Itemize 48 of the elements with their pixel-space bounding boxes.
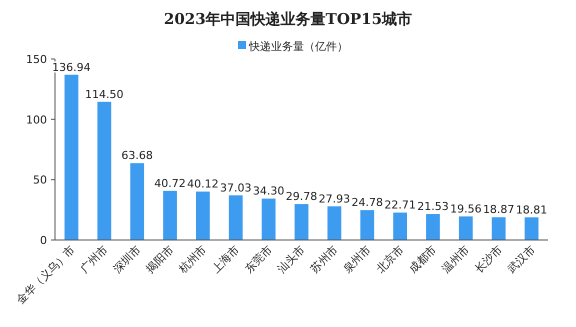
bar xyxy=(196,192,210,240)
bar xyxy=(360,210,374,240)
bar xyxy=(262,198,276,240)
data-label: 63.68 xyxy=(121,149,153,162)
data-label: 18.87 xyxy=(482,203,514,216)
chart-title: 2023年中国快递业务量TOP15城市 xyxy=(164,10,412,28)
bar xyxy=(393,212,407,240)
data-label: 27.93 xyxy=(318,192,350,206)
x-tick-label: 广州市 xyxy=(78,242,110,276)
data-label: 19.56 xyxy=(450,202,482,216)
data-label: 18.81 xyxy=(516,203,548,216)
y-tick-label: 100 xyxy=(26,113,47,126)
x-tick-label: 泉州市 xyxy=(340,242,374,276)
x-tick-label: 武汉市 xyxy=(505,242,538,276)
x-tick-label: 汕头市 xyxy=(275,242,308,276)
data-label: 21.53 xyxy=(417,200,449,214)
bar xyxy=(524,217,538,240)
x-tick-label: 苏州市 xyxy=(308,242,340,276)
bar xyxy=(228,195,243,240)
x-tick-label: 深圳市 xyxy=(110,242,144,276)
y-tick-label: 150 xyxy=(26,53,47,66)
x-tick-label: 北京市 xyxy=(374,242,406,276)
bar xyxy=(64,74,78,240)
x-tick-label: 上海市 xyxy=(209,242,242,276)
x-tick-label: 成都市 xyxy=(406,242,440,276)
x-tick-label: 杭州市 xyxy=(176,242,210,276)
data-label: 22.71 xyxy=(384,198,416,212)
bar xyxy=(426,214,440,240)
bar xyxy=(163,190,177,240)
data-label: 24.78 xyxy=(351,196,383,210)
data-label: 34.30 xyxy=(252,184,284,198)
bar xyxy=(294,204,308,240)
data-label: 114.50 xyxy=(85,88,124,101)
legend: 快递业务量（亿件） xyxy=(238,40,348,53)
x-tick-label: 温州市 xyxy=(439,242,472,276)
x-tick-label: 长沙市 xyxy=(472,242,505,276)
bar xyxy=(327,206,342,240)
bar xyxy=(492,217,506,240)
x-tick-label: 东莞市 xyxy=(242,242,275,276)
bar xyxy=(130,163,144,240)
data-label: 40.12 xyxy=(187,178,219,191)
data-label: 40.72 xyxy=(154,176,186,190)
bar xyxy=(458,216,473,240)
data-label: 29.78 xyxy=(286,190,318,204)
data-label: 37.03 xyxy=(220,181,252,194)
y-tick-label: 50 xyxy=(33,174,47,187)
bar xyxy=(97,102,112,240)
x-tick-label: 揭阳市 xyxy=(144,242,176,276)
